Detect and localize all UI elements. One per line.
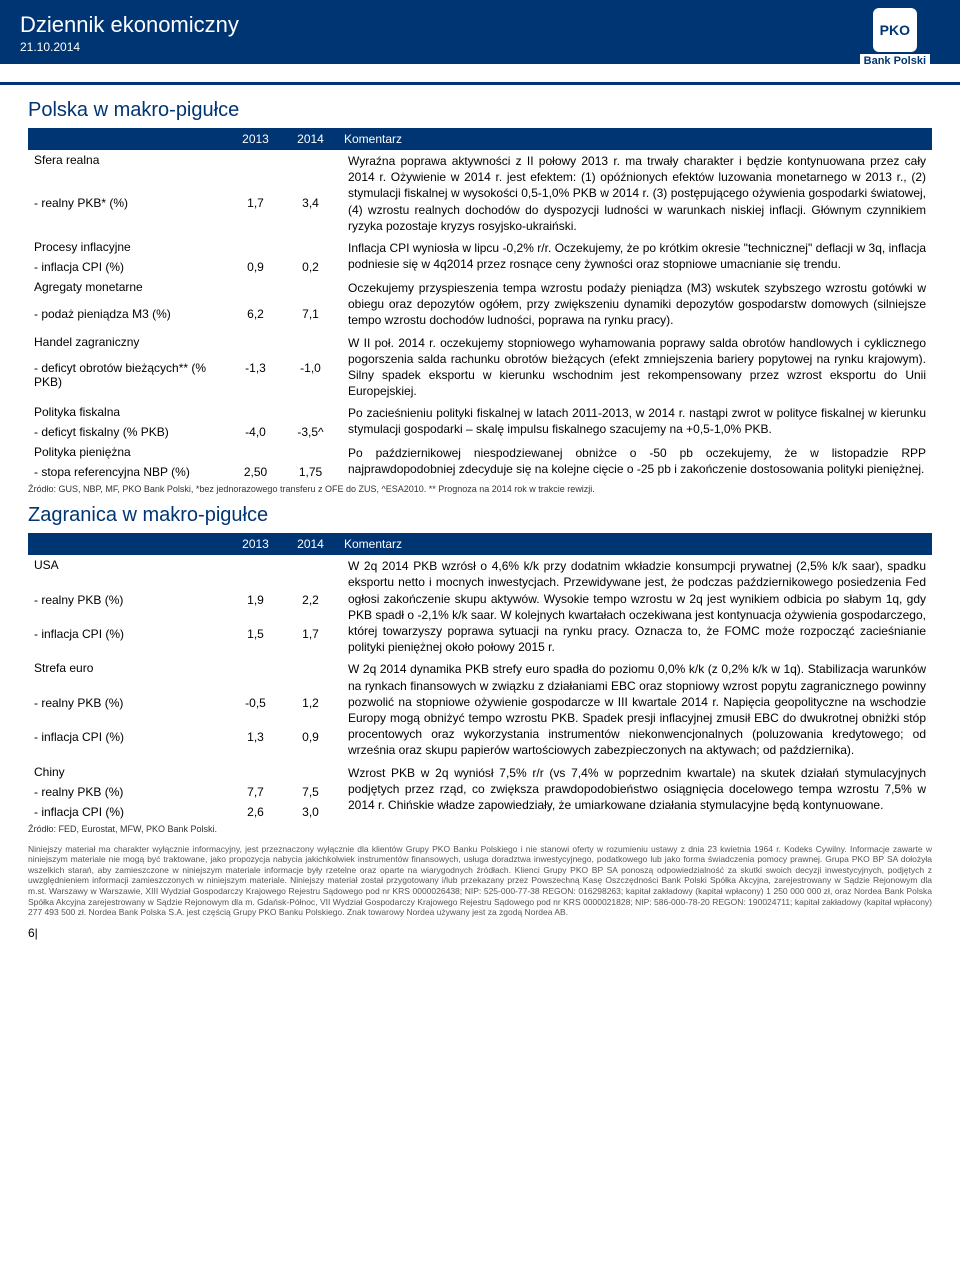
table-cell: 6,2 [228,304,283,331]
foreign-source: Źródło: FED, Eurostat, MFW, PKO Bank Pol… [28,824,932,834]
table-cell: 7,7 [228,782,283,802]
table-comment: Inflacja CPI wyniosła w lipcu -0,2% r/r.… [338,237,932,277]
poland-table: 2013 2014 Komentarz Sfera realna Wyraźna … [28,128,932,482]
col-2014: 2014 [283,128,338,150]
table-row-group: Chiny [28,762,228,782]
col-2013: 2013 [228,128,283,150]
table-cell [228,150,283,193]
table-row-sub: - stopa referencyjna NBP (%) [28,462,228,482]
foreign-table: 2013 2014 Komentarz USA W 2q 2014 PKB wzr… [28,533,932,821]
table-cell: 1,5 [228,624,283,658]
table-cell [228,237,283,257]
table-row-group: Polityka pieniężna [28,442,228,462]
table-cell: 2,50 [228,462,283,482]
table-row-group: Sfera realna [28,150,228,193]
table-row-sub: - inflacja CPI (%) [28,727,228,761]
col-blank [28,128,228,150]
table-comment: W II poł. 2014 r. oczekujemy stopniowego… [338,332,932,403]
table-cell [228,332,283,358]
table-row-sub: - realny PKB (%) [28,590,228,624]
table-cell [283,442,338,462]
table-row-sub: - realny PKB (%) [28,693,228,727]
table-cell: 1,3 [228,727,283,761]
table-cell [283,555,338,589]
table-row-sub: - inflacja CPI (%) [28,802,228,822]
logo-icon: PKO [873,8,917,52]
table-comment: Wyraźna poprawa aktywności z II połowy 2… [338,150,932,237]
header: Dziennik ekonomiczny 21.10.2014 PKO Bank… [0,0,960,64]
table-cell: 7,1 [283,304,338,331]
table-cell: 1,7 [283,624,338,658]
table-row-group: Agregaty monetarne [28,277,228,304]
table-comment: Po październikowej niespodziewanej obniż… [338,442,932,482]
table-cell [283,658,338,692]
table-cell: 3,0 [283,802,338,822]
table-cell: 2,6 [228,802,283,822]
table-cell [283,762,338,782]
table-cell: 1,75 [283,462,338,482]
table-row-group: Polityka fiskalna [28,402,228,422]
content: Polska w makro-pigułce 2013 2014 Komenta… [0,85,960,950]
table-row-group: Procesy inflacyjne [28,237,228,257]
table-cell [228,402,283,422]
poland-source: Źródło: GUS, NBP, MF, PKO Bank Polski, *… [28,484,932,494]
table-row-sub: - deficyt fiskalny (% PKB) [28,422,228,442]
table-comment: Wzrost PKB w 2q wyniósł 7,5% r/r (vs 7,4… [338,762,932,822]
fcol-blank [28,533,228,555]
table-cell [283,150,338,193]
table-cell: 0,2 [283,257,338,277]
table-cell [228,442,283,462]
table-comment: W 2q 2014 dynamika PKB strefy euro spadł… [338,658,932,761]
table-cell [283,332,338,358]
table-row-group: Handel zagraniczny [28,332,228,358]
table-cell: 0,9 [283,727,338,761]
fcol-comment: Komentarz [338,533,932,555]
table-row-sub: - inflacja CPI (%) [28,257,228,277]
table-row-sub: - realny PKB* (%) [28,193,228,236]
table-cell: -3,5^ [283,422,338,442]
table-cell [228,277,283,304]
page-number: 6| [28,926,932,940]
table-comment: Po zacieśnieniu polityki fiskalnej w lat… [338,402,932,442]
table-row-sub: - podaż pieniądza M3 (%) [28,304,228,331]
table-row-sub: - deficyt obrotów bieżących** (% PKB) [28,358,228,403]
table-cell [283,277,338,304]
table-row-sub: - inflacja CPI (%) [28,624,228,658]
table-cell: 1,9 [228,590,283,624]
doc-date: 21.10.2014 [20,40,940,54]
fcol-2014: 2014 [283,533,338,555]
table-cell: 2,2 [283,590,338,624]
table-cell [228,555,283,589]
table-row-group: USA [28,555,228,589]
table-comment: W 2q 2014 PKB wzrósł o 4,6% k/k przy dod… [338,555,932,658]
foreign-title: Zagranica w makro-pigułce [28,504,932,527]
table-cell [228,762,283,782]
table-cell: 1,7 [228,193,283,236]
table-cell: 7,5 [283,782,338,802]
fcol-2013: 2013 [228,533,283,555]
table-cell: 3,4 [283,193,338,236]
table-row-sub: - realny PKB (%) [28,782,228,802]
table-row-group: Strefa euro [28,658,228,692]
table-cell: -1,0 [283,358,338,403]
col-comment: Komentarz [338,128,932,150]
table-cell: -1,3 [228,358,283,403]
bank-logo: PKO Bank Polski [860,8,930,68]
table-cell: 0,9 [228,257,283,277]
logo-label: Bank Polski [860,54,930,68]
doc-title: Dziennik ekonomiczny [20,12,940,38]
poland-title: Polska w makro-pigułce [28,99,932,122]
disclaimer: Niniejszy materiał ma charakter wyłączni… [28,844,932,918]
table-cell [228,658,283,692]
table-cell: -0,5 [228,693,283,727]
table-cell [283,402,338,422]
table-cell: -4,0 [228,422,283,442]
table-cell: 1,2 [283,693,338,727]
table-comment: Oczekujemy przyspieszenia tempa wzrostu … [338,277,932,332]
table-cell [283,237,338,257]
